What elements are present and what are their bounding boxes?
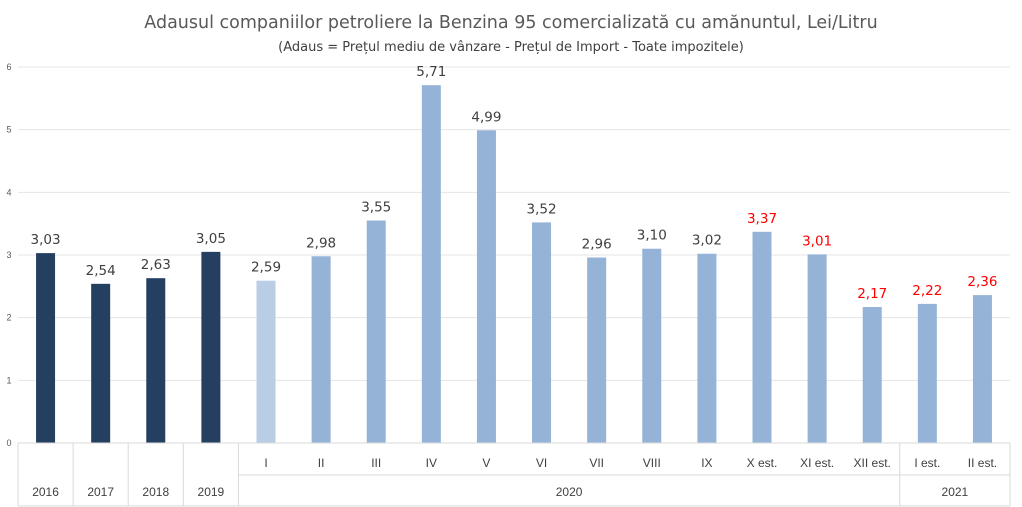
group-label: 2018 [142,485,169,499]
group-label: 2016 [32,485,59,499]
bar [256,280,276,443]
x-tick-label: V [482,456,490,470]
data-label: 3,02 [692,233,722,249]
group-label: 2021 [942,485,969,499]
data-label: 3,52 [527,201,557,217]
x-tick-label: II [318,456,325,470]
bar [972,295,992,443]
x-tick-label: I est. [914,456,940,470]
data-label: 2,59 [251,260,281,276]
bar [36,253,56,443]
y-axis: 0 1 2 3 4 5 6 [6,62,11,448]
y-tick-label: 1 [6,375,11,385]
group-label: 2019 [198,485,225,499]
data-label: 3,03 [31,232,61,248]
bar [697,253,717,443]
x-tick-label: IX [701,456,712,470]
bar [311,256,331,443]
data-labels: 3,03 2,54 2,63 3,05 2,59 2,98 3,55 5,71 4,99 3,52… [31,64,998,302]
x-tick-label: XII est. [854,456,891,470]
bar [587,257,607,443]
y-tick-label: 3 [6,250,11,260]
y-tick-label: 4 [6,187,11,197]
bar [421,85,441,443]
bars [36,85,992,443]
bar [752,231,772,443]
bar [91,283,111,443]
x-tick-label: VIII [643,456,661,470]
bar [201,251,221,443]
bar [366,220,386,443]
data-label: 2,98 [306,235,336,251]
bar [146,278,166,443]
x-tick-label: I [264,456,267,470]
gridlines [18,66,1010,381]
data-label: 4,99 [471,109,501,125]
group-label: 2017 [87,485,114,499]
data-label: 3,10 [637,228,667,244]
data-label: 3,01 [802,233,832,249]
bar [642,248,662,443]
data-label: 3,55 [361,200,391,216]
bar [476,130,496,443]
data-label: 2,36 [967,274,997,290]
x-tick-label: II est. [968,456,997,470]
x-tick-label: VII [589,456,604,470]
x-tick-label: III [371,456,381,470]
data-label: 2,96 [582,237,612,253]
chart-subtitle: (Adaus = Prețul mediu de vânzare - Prețu… [278,40,744,55]
data-label: 2,17 [857,286,887,302]
x-tick-label: IV [426,456,437,470]
data-label: 5,71 [416,64,446,80]
x-tick-label: VI [536,456,547,470]
data-label: 3,37 [747,211,777,227]
y-tick-label: 2 [6,313,11,323]
bar [862,307,882,443]
data-label: 3,05 [196,231,226,247]
bar [532,222,552,443]
data-label: 2,54 [86,263,116,279]
y-tick-label: 6 [6,62,11,72]
bar [917,303,937,443]
chart-title: Adausul companiilor petroliere la Benzin… [144,13,877,33]
data-label: 2,63 [141,257,171,273]
group-label: 2020 [556,485,583,499]
x-tick-label: XI est. [800,456,834,470]
bar [807,254,827,443]
y-tick-label: 5 [6,125,11,135]
y-tick-label: 0 [6,438,11,448]
x-tick-label: X est. [747,456,778,470]
data-label: 2,22 [912,283,942,299]
